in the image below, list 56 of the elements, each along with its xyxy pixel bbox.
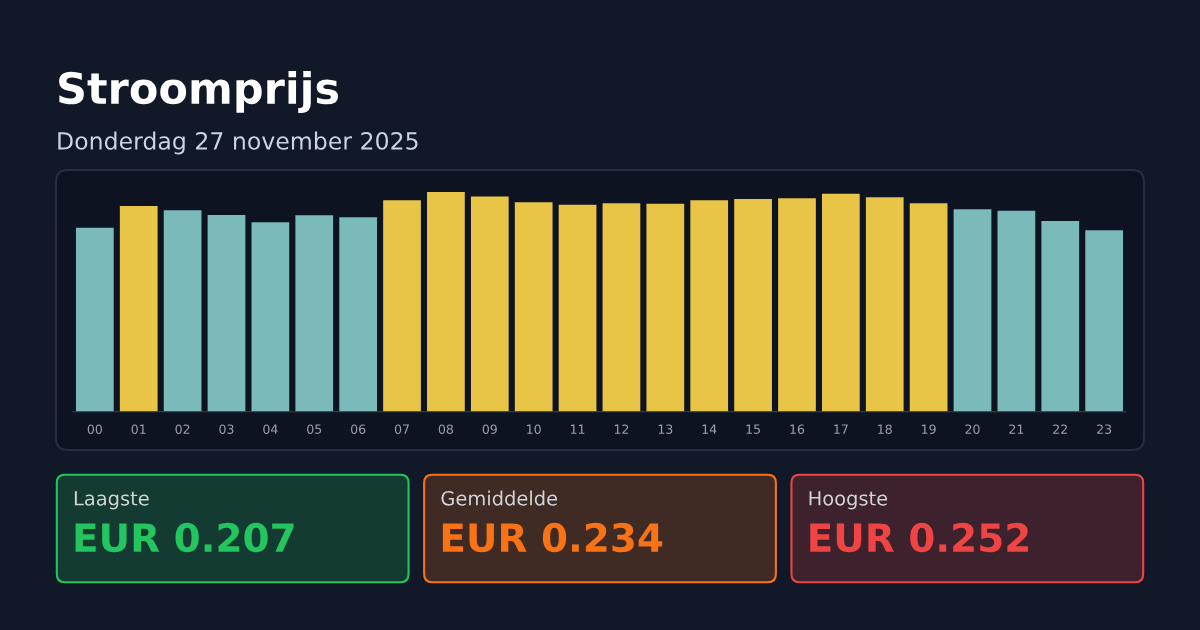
- bar: [514, 202, 553, 412]
- x-tick-label: 01: [131, 424, 146, 434]
- x-tick-label: 22: [1053, 424, 1067, 434]
- text: EUR 0.207: [75, 522, 294, 553]
- bar: [997, 210, 1036, 412]
- x-tick-label: 05: [307, 424, 322, 434]
- bar: [909, 203, 948, 412]
- x-tick-label: 18: [878, 424, 892, 434]
- x-tick-label: 07: [394, 424, 409, 434]
- x-tick-label: 14: [702, 424, 717, 434]
- chart-title: Stroomprijs: [59, 71, 338, 113]
- text: EUR 0.252: [810, 522, 1028, 553]
- bar: [734, 199, 772, 412]
- bar: [646, 203, 685, 412]
- x-tick-label: 15: [746, 424, 760, 434]
- bar: [690, 200, 729, 412]
- bar: [383, 200, 421, 412]
- bar: [75, 227, 114, 412]
- bar: [251, 222, 290, 412]
- bar: [1085, 230, 1124, 412]
- x-tick-label: 08: [438, 424, 454, 434]
- bar: [558, 204, 597, 412]
- bar: [427, 191, 465, 412]
- x-tick-label: 17: [834, 424, 848, 434]
- bar: [602, 203, 641, 412]
- bar: [821, 193, 860, 412]
- x-tick-label: 19: [922, 424, 936, 434]
- x-tick-label: 13: [658, 424, 673, 434]
- x-tick-label: 10: [527, 424, 541, 434]
- x-tick-label: 11: [570, 424, 585, 434]
- x-tick-label: 12: [614, 424, 629, 434]
- x-tick-label: 04: [263, 424, 278, 434]
- bar: [1041, 220, 1080, 412]
- bar: [207, 215, 246, 412]
- bar: [865, 197, 904, 412]
- bar: [339, 217, 378, 412]
- x-tick-label: 16: [790, 424, 805, 434]
- text: Hoogste: [809, 491, 888, 510]
- x-tick-label: 06: [351, 424, 366, 434]
- bar: [953, 209, 992, 412]
- x-tick-label: 20: [965, 424, 980, 434]
- bar: [470, 196, 509, 412]
- x-tick-label: 09: [482, 424, 497, 434]
- x-tick-label: 02: [175, 424, 190, 434]
- bar: [295, 215, 334, 412]
- bar: [163, 210, 202, 412]
- bar: [119, 206, 158, 412]
- bar: [778, 198, 816, 412]
- x-tick-label: 23: [1097, 424, 1112, 434]
- text: Laagste: [74, 491, 149, 510]
- x-tick-label: 21: [1009, 424, 1024, 434]
- chart-subtitle: Donderdag 27 november 2025: [58, 131, 418, 155]
- text: Gemiddelde: [441, 490, 558, 506]
- x-tick-label: 00: [87, 424, 102, 434]
- x-tick-label: 03: [219, 424, 234, 434]
- text: EUR 0.234: [442, 522, 663, 553]
